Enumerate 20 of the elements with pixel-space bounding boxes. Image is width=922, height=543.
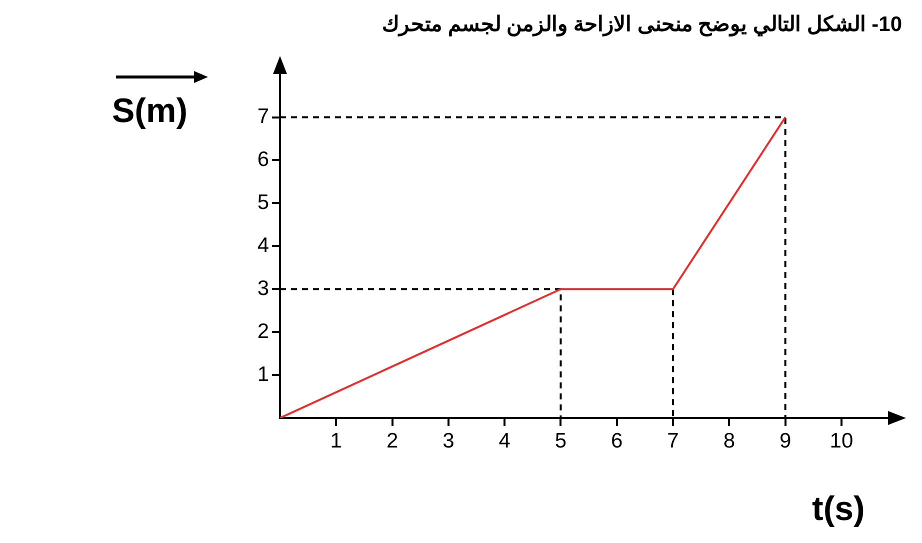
x-tick-label: 5 xyxy=(554,429,567,452)
chart-title: 10- الشكل التالي يوضح منحنى الازاحة والزمن لجسم متحرك xyxy=(382,12,902,37)
x-tick-label: 6 xyxy=(611,429,623,452)
x-tick-label: 9 xyxy=(779,429,792,452)
x-tick-label: 7 xyxy=(667,429,679,452)
y-tick-label: 1 xyxy=(257,362,269,386)
x-tick-label: 4 xyxy=(498,429,511,452)
y-tick-label: 2 xyxy=(257,320,269,343)
x-tick-label: 3 xyxy=(442,429,454,452)
y-tick-label: 4 xyxy=(257,234,270,257)
y-tick-label: 3 xyxy=(257,276,269,300)
x-tick-label: 1 xyxy=(330,429,342,452)
x-axis-title: t(s) xyxy=(812,490,865,529)
x-tick-label: 2 xyxy=(386,429,398,452)
y-axis-title: S(m) xyxy=(112,92,188,131)
x-tick-label: 8 xyxy=(723,429,736,452)
y-tick-label: 6 xyxy=(257,148,269,172)
y-tick-label: 5 xyxy=(257,190,269,214)
y-tick-label: 7 xyxy=(257,105,269,128)
x-tick-label: 10 xyxy=(830,429,854,452)
